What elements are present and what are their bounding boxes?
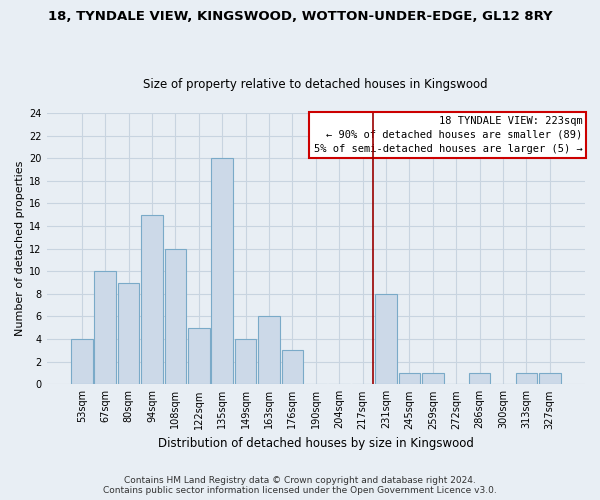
- Bar: [141, 214, 163, 384]
- Bar: [118, 282, 139, 384]
- Bar: [515, 373, 537, 384]
- Y-axis label: Number of detached properties: Number of detached properties: [15, 161, 25, 336]
- X-axis label: Distribution of detached houses by size in Kingswood: Distribution of detached houses by size …: [158, 437, 474, 450]
- Bar: [94, 272, 116, 384]
- Bar: [539, 373, 560, 384]
- Title: Size of property relative to detached houses in Kingswood: Size of property relative to detached ho…: [143, 78, 488, 91]
- Text: 18, TYNDALE VIEW, KINGSWOOD, WOTTON-UNDER-EDGE, GL12 8RY: 18, TYNDALE VIEW, KINGSWOOD, WOTTON-UNDE…: [47, 10, 553, 23]
- Bar: [235, 339, 256, 384]
- Bar: [422, 373, 443, 384]
- Bar: [188, 328, 209, 384]
- Bar: [164, 248, 186, 384]
- Bar: [375, 294, 397, 384]
- Bar: [281, 350, 303, 384]
- Bar: [71, 339, 92, 384]
- Bar: [258, 316, 280, 384]
- Text: 18 TYNDALE VIEW: 223sqm
← 90% of detached houses are smaller (89)
5% of semi-det: 18 TYNDALE VIEW: 223sqm ← 90% of detache…: [314, 116, 583, 154]
- Bar: [469, 373, 490, 384]
- Text: Contains HM Land Registry data © Crown copyright and database right 2024.
Contai: Contains HM Land Registry data © Crown c…: [103, 476, 497, 495]
- Bar: [398, 373, 420, 384]
- Bar: [211, 158, 233, 384]
